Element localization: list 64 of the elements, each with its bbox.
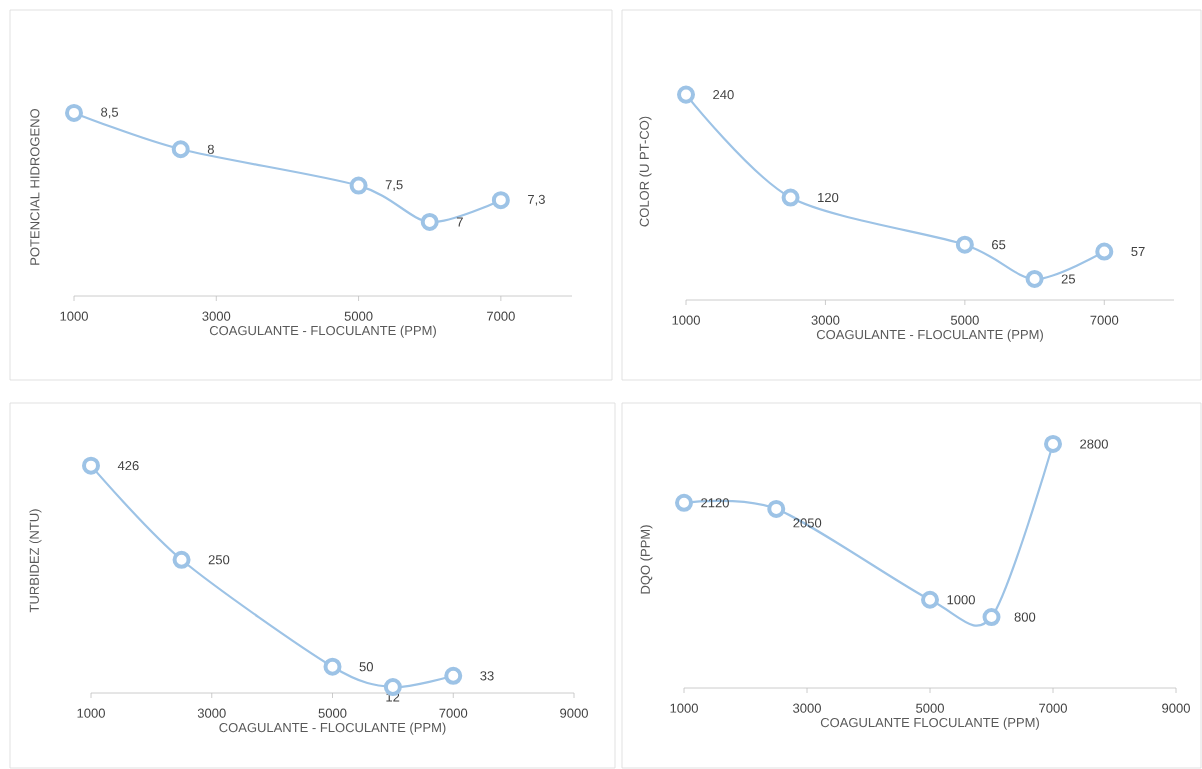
x-tick-label: 5000 [344, 311, 373, 321]
data-label: 25 [1061, 274, 1076, 284]
point [171, 140, 190, 159]
x-tick-label: 3000 [197, 708, 226, 718]
point [349, 176, 368, 195]
point [172, 550, 191, 569]
data-label: 426 [117, 461, 139, 471]
point [491, 191, 510, 210]
y-axis-title: COLOR (U PT-CO) [639, 116, 652, 227]
x-axis-title: COAGULANTE - FLOCULANTE (PPM) [219, 722, 446, 735]
x-tick-label: 7000 [439, 708, 468, 718]
data-label: 120 [818, 192, 839, 203]
x-tick-label: 1000 [670, 703, 698, 713]
y-axis-title: DQO (PPM) [640, 525, 653, 594]
data-label: 240 [713, 90, 734, 100]
x-axis-title: COAGULANTE - FLOCULANTE (PPM) [816, 329, 1043, 342]
x-tick-label: 9000 [560, 708, 588, 718]
y-axis-title: TURBIDEZ (NTU) [29, 509, 42, 613]
data-label: 8 [207, 144, 214, 154]
point [1095, 242, 1114, 261]
x-tick-label: 5000 [318, 708, 347, 718]
point [444, 666, 463, 685]
data-label: 7,3 [528, 194, 545, 206]
x-tick-label: 7000 [487, 311, 515, 321]
point [675, 493, 694, 512]
data-label: 7,5 [385, 180, 403, 191]
point [1044, 434, 1062, 453]
data-label: 33 [480, 671, 494, 681]
x-tick-label: 3000 [811, 315, 840, 325]
x-tick-label: 1000 [672, 315, 700, 325]
x-tick-label: 5000 [950, 315, 979, 325]
point [982, 608, 1001, 627]
point [65, 103, 83, 122]
data-label: 50 [359, 662, 373, 672]
x-tick-label: 1000 [60, 311, 88, 321]
point [677, 85, 696, 104]
x-tick-label: 3000 [202, 311, 231, 321]
x-tick-label: 7000 [1039, 703, 1067, 713]
y-axis-title: POTENCIAL HIDROGENO [30, 108, 40, 265]
x-tick-label: 9000 [1162, 703, 1190, 713]
data-label: 8,5 [101, 107, 119, 119]
point [767, 499, 786, 518]
data-label: 57 [1131, 247, 1145, 257]
data-label: 7 [456, 217, 463, 227]
x-tick-label: 1000 [77, 708, 105, 718]
x-tick-label: 5000 [916, 703, 944, 713]
point [1025, 269, 1044, 288]
data-label: 2120 [701, 498, 729, 508]
data-label: 65 [992, 240, 1006, 250]
data-label: 2800 [1080, 439, 1108, 449]
point [82, 456, 100, 475]
point [921, 590, 940, 609]
data-label: 1000 [947, 595, 975, 605]
data-label: 250 [208, 555, 230, 565]
x-axis-title: COAGULANTE - FLOCULANTE (PPM) [209, 325, 436, 338]
data-label: 800 [1014, 612, 1036, 622]
x-axis-title: COAGULANTE FLOCULANTE (PPM) [820, 717, 1039, 730]
point [420, 212, 439, 231]
x-tick-label: 3000 [793, 703, 821, 713]
point [781, 188, 800, 207]
data-label: 2050 [793, 518, 822, 528]
x-tick-label: 7000 [1090, 315, 1119, 325]
point [955, 235, 974, 254]
point [323, 657, 342, 676]
